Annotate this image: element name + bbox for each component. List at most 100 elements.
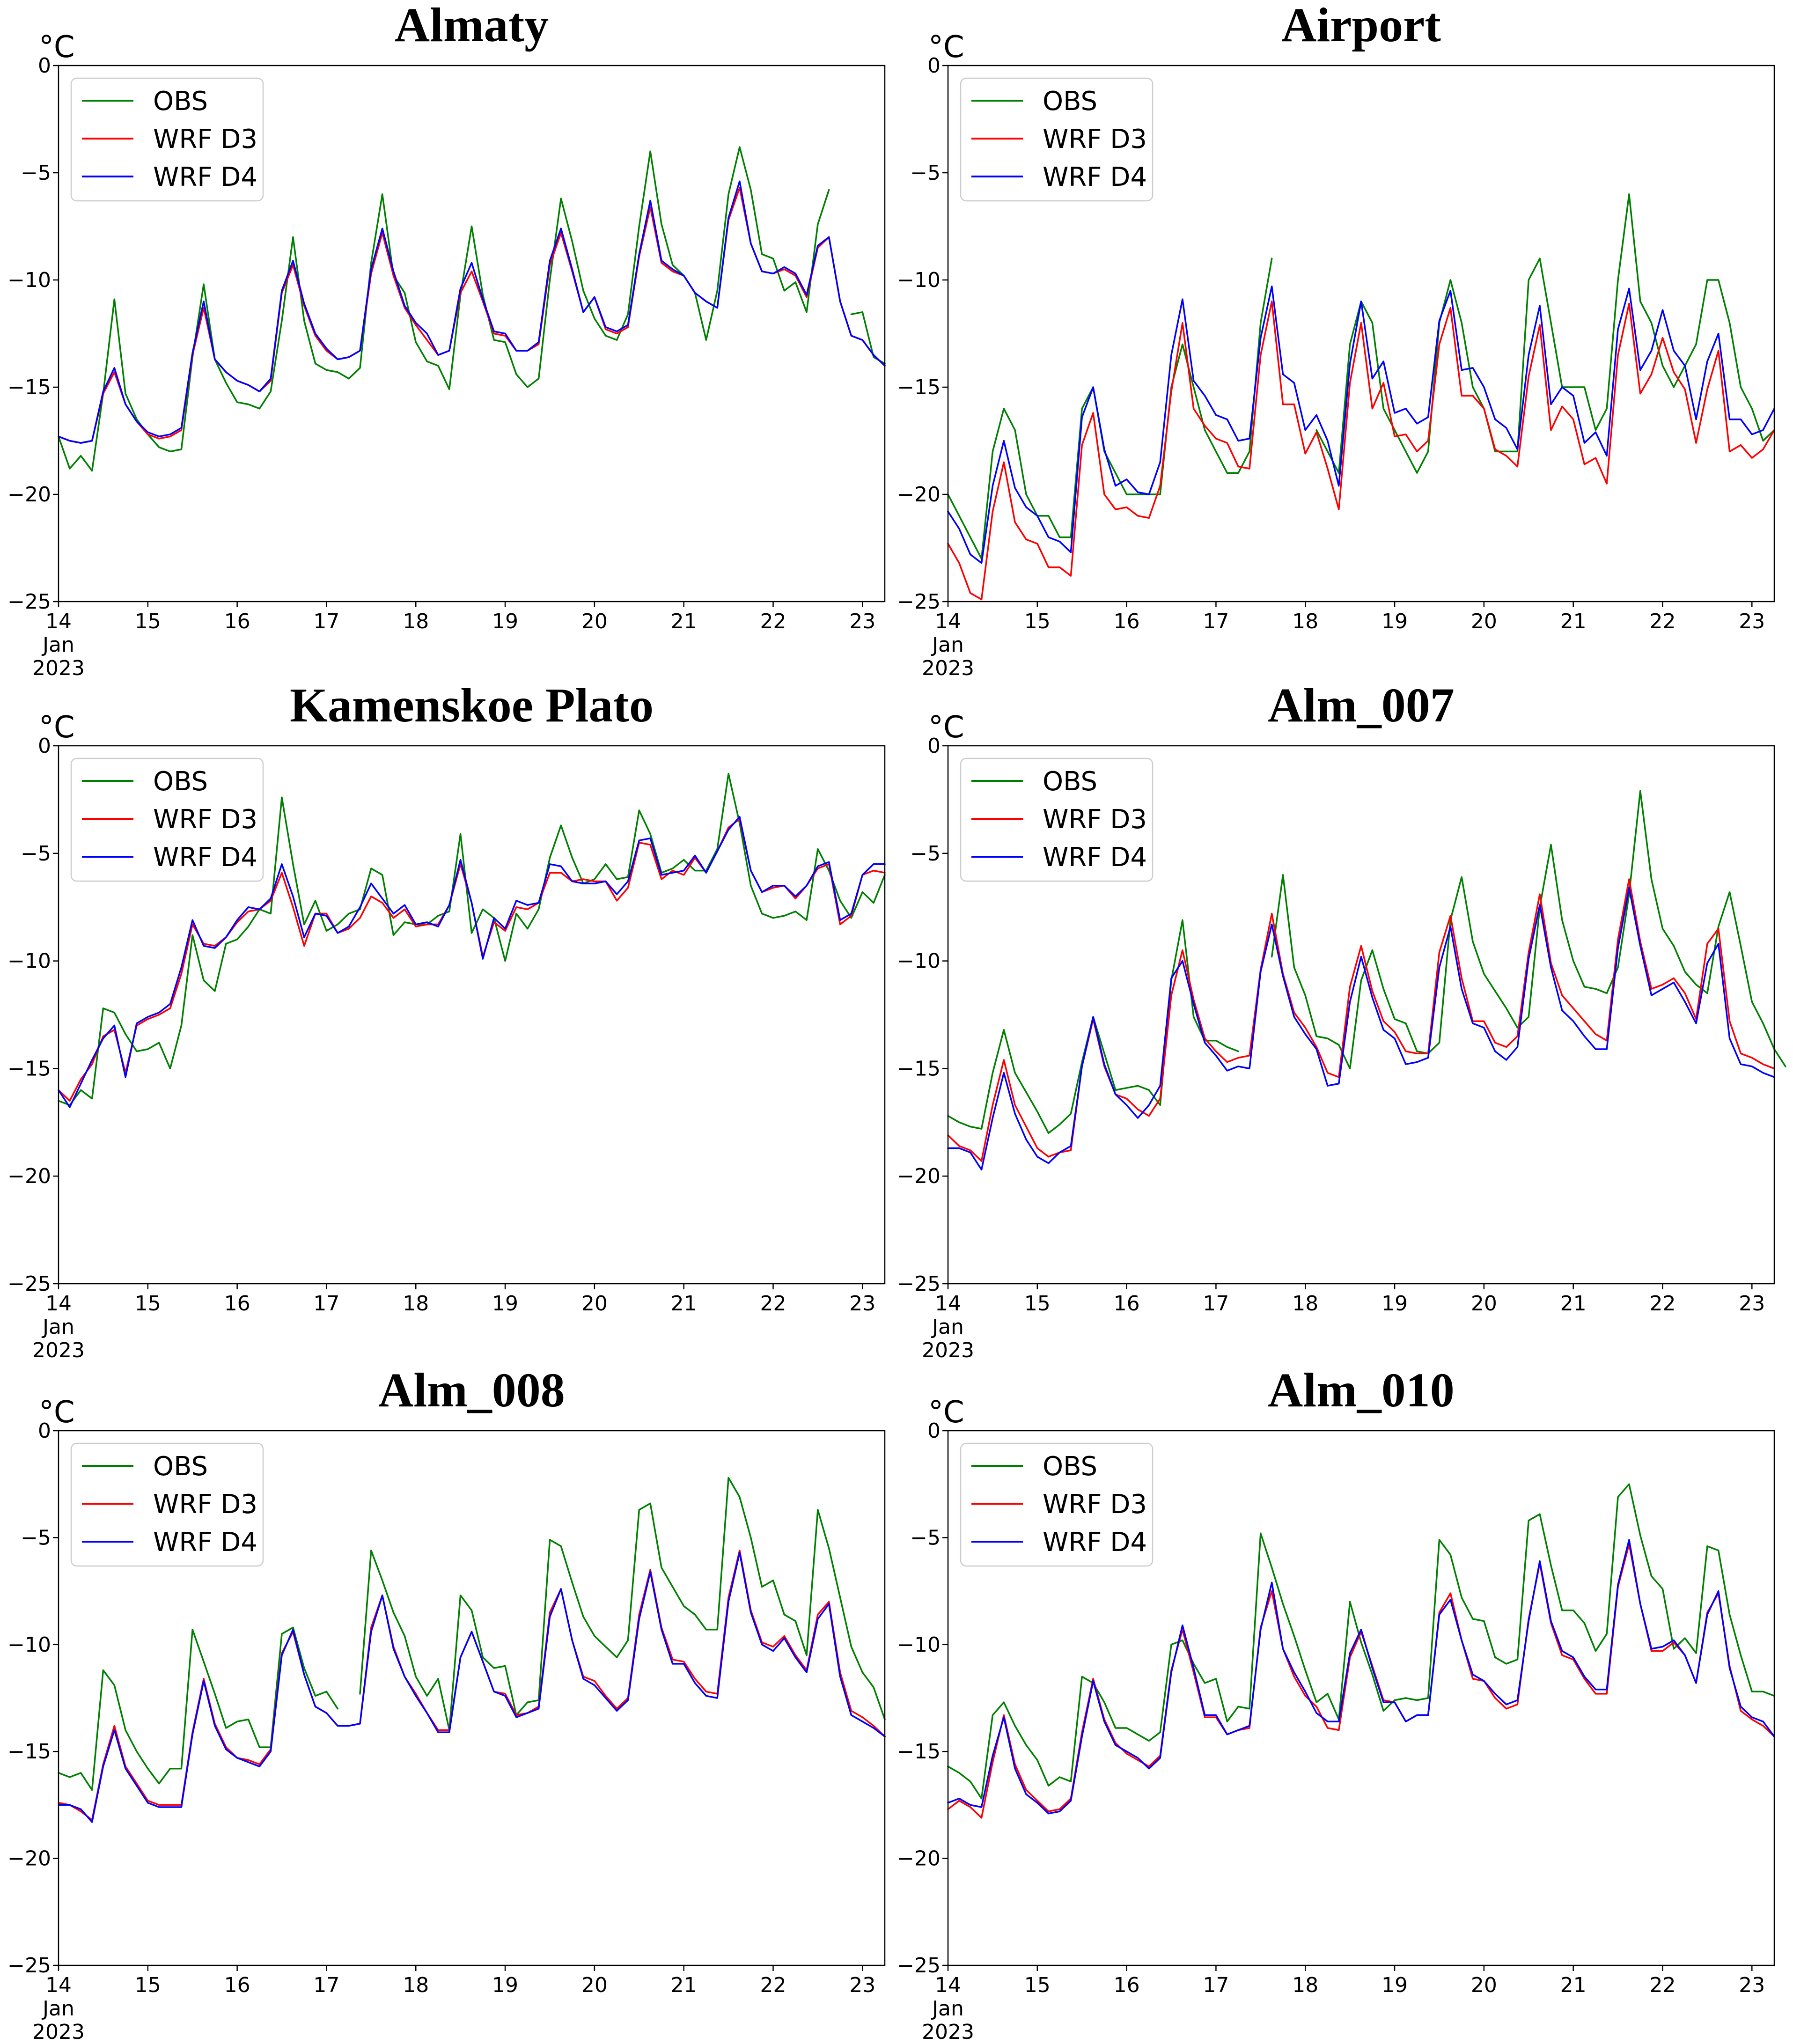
legend-label: WRF D4	[153, 1527, 257, 1558]
y-axis-unit-label: °C	[928, 30, 964, 65]
legend-label: OBS	[1043, 1451, 1097, 1482]
legend-label: WRF D3	[153, 804, 257, 835]
x-tick-sublabel: Jan	[41, 633, 74, 657]
chart-title: Kamenskoe Plato	[290, 678, 654, 732]
y-tick-label: −15	[7, 1740, 51, 1764]
y-tick-label: −10	[7, 949, 51, 973]
series-line-obs	[58, 772, 886, 1106]
legend-label: OBS	[1043, 86, 1097, 117]
chart-title: Airport	[1281, 0, 1441, 52]
x-tick-label: 23	[849, 1292, 875, 1316]
x-tick-label: 16	[1114, 1292, 1140, 1316]
series-line-wrf-d4	[58, 180, 886, 444]
x-tick-label: 14	[45, 1973, 72, 1997]
x-tick-sublabel: 2023	[922, 1338, 974, 1362]
series-group	[947, 790, 1786, 1171]
legend-box	[70, 77, 264, 202]
y-tick-label: 0	[927, 54, 941, 78]
x-tick-label: 21	[671, 1973, 697, 1997]
y-tick-label: 0	[38, 1419, 51, 1443]
y-tick-label: −25	[7, 1272, 51, 1296]
y-tick-label: −5	[910, 1526, 941, 1550]
x-tick-label: 14	[935, 610, 961, 633]
x-tick-label: 18	[1292, 610, 1318, 633]
x-tick-label: 22	[760, 1973, 786, 1997]
x-tick-label: 15	[135, 1973, 161, 1997]
x-tick-label: 23	[849, 1973, 875, 1997]
x-tick-label: 23	[1739, 1292, 1765, 1316]
x-tick-sublabel: 2023	[32, 1338, 85, 1362]
legend-box	[960, 757, 1154, 882]
y-tick-label: −25	[7, 1954, 51, 1978]
x-tick-label: 20	[1471, 1973, 1497, 1997]
legend-box	[70, 757, 264, 882]
series-group	[58, 1477, 886, 1823]
plot-frame	[947, 745, 1775, 1285]
x-tick-label: 15	[1024, 1292, 1051, 1316]
x-tick-label: 17	[313, 610, 339, 633]
series-line-wrf-d4	[58, 1551, 886, 1823]
x-tick-label: 21	[671, 1292, 697, 1316]
legend-label: WRF D4	[1043, 1527, 1147, 1558]
legend-box	[70, 1442, 264, 1567]
series-group	[58, 772, 886, 1108]
x-tick-sublabel: 2023	[922, 2020, 974, 2044]
chart-title: Alm_007	[1268, 678, 1455, 732]
y-tick-label: −5	[21, 1526, 51, 1550]
x-tick-label: 14	[935, 1292, 961, 1316]
x-tick-label: 18	[1292, 1973, 1318, 1997]
legend-label: OBS	[153, 86, 208, 117]
y-tick-label: −5	[21, 161, 51, 185]
y-axis-unit-label: °C	[39, 30, 75, 65]
x-tick-label: 14	[45, 1292, 72, 1316]
y-tick-label: −10	[897, 949, 941, 973]
x-tick-label: 18	[403, 1292, 429, 1316]
y-tick-label: −10	[897, 1633, 941, 1657]
x-tick-label: 22	[760, 1292, 786, 1316]
y-tick-label: 0	[38, 734, 51, 758]
legend-label: WRF D3	[1043, 804, 1147, 835]
chart-title: Alm_008	[378, 1363, 565, 1417]
series-line-obs	[58, 1477, 886, 1791]
x-tick-label: 17	[313, 1973, 339, 1997]
legend-label: WRF D3	[153, 1489, 257, 1520]
y-tick-label: −10	[7, 268, 51, 292]
x-tick-sublabel: 2023	[32, 656, 85, 680]
y-axis-unit-label: °C	[39, 1395, 75, 1430]
x-tick-label: 15	[135, 1292, 161, 1316]
y-tick-label: −20	[7, 483, 51, 507]
y-tick-label: −15	[897, 375, 941, 399]
x-tick-sublabel: Jan	[931, 633, 964, 657]
x-tick-label: 23	[849, 610, 875, 633]
y-axis-unit-label: °C	[928, 710, 964, 745]
x-tick-label: 15	[1024, 1973, 1051, 1997]
series-group	[947, 193, 1775, 601]
x-tick-label: 14	[935, 1973, 961, 1997]
x-tick-label: 18	[403, 1973, 429, 1997]
x-tick-label: 19	[1381, 1292, 1408, 1316]
x-tick-label: 20	[1471, 610, 1497, 633]
plot-frame	[947, 1430, 1775, 1966]
y-tick-label: −5	[21, 842, 51, 866]
series-line-wrf-d4	[58, 816, 886, 1108]
x-tick-label: 22	[760, 610, 786, 633]
x-tick-label: 19	[492, 1973, 518, 1997]
x-tick-label: 15	[1024, 610, 1051, 633]
legend-label: WRF D4	[153, 842, 257, 873]
legend-label: OBS	[1043, 766, 1097, 797]
series-group	[58, 146, 886, 472]
legend: OBS WRF D3 WRF D4	[960, 1442, 1154, 1567]
legend-label: OBS	[153, 766, 208, 797]
y-tick-label: −15	[897, 1057, 941, 1081]
y-tick-label: −15	[897, 1740, 941, 1764]
x-tick-label: 16	[1114, 610, 1140, 633]
chart-title: Almaty	[395, 0, 549, 52]
y-tick-label: −10	[7, 1633, 51, 1657]
y-tick-label: −20	[7, 1164, 51, 1188]
x-tick-label: 15	[135, 610, 161, 633]
x-tick-label: 16	[224, 610, 250, 633]
